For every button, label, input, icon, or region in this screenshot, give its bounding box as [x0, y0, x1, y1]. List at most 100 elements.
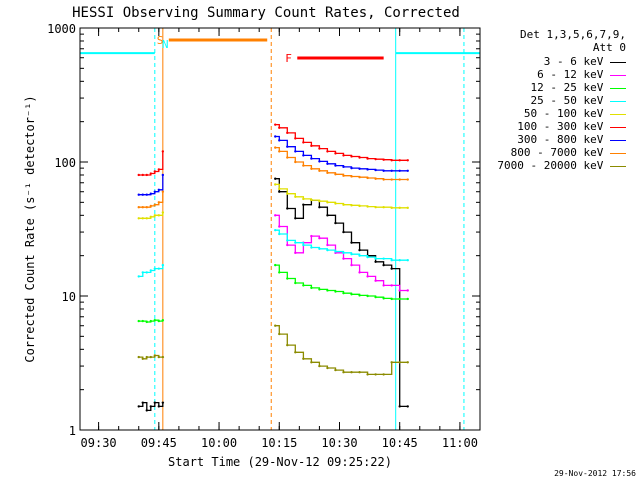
legend-item-25-50-kev: 25 - 50 keV [531, 94, 626, 107]
legend-label: 50 - 100 keV [523, 107, 610, 120]
series-6-12-kev [274, 214, 409, 292]
legend-swatch [610, 152, 626, 154]
series-point-100-300-kev-1-8 [334, 152, 337, 155]
legend-label: 100 - 300 keV [517, 120, 610, 133]
legend-label: 800 - 7000 keV [510, 146, 610, 159]
series-point-3-6-kev-0-2 [145, 409, 148, 412]
series-7000-20000-kev [137, 324, 409, 376]
legend-swatch [610, 165, 626, 167]
series-point-300-800-kev-1-8 [334, 164, 337, 167]
series-point-100-300-kev-1-9 [342, 154, 345, 157]
series-point-800-7000-kev-1-2 [286, 156, 289, 159]
series-point-300-800-kev-0-3 [149, 192, 152, 195]
series-point-800-7000-kev-1-7 [326, 171, 329, 175]
series-point-3-6-kev-0-6 [161, 401, 165, 404]
series-point-7000-20000-kev-1-14 [382, 373, 385, 376]
series-point-50-100-kev-1-14 [382, 205, 385, 209]
chart-title: HESSI Observing Summary Count Rates, Cor… [72, 5, 460, 21]
series-point-3-6-kev-0-1 [141, 401, 144, 404]
legend-item-300-800-kev: 300 - 800 keV [517, 133, 626, 146]
series-point-300-800-kev-1-9 [342, 165, 345, 169]
series-point-100-300-kev-1-2 [286, 131, 289, 135]
series-point-50-100-kev-0-4 [153, 214, 157, 217]
series-50-100-kev [137, 183, 409, 220]
footer-timestamp: 29-Nov-2012 17:56 [554, 469, 636, 478]
series-point-300-800-kev-1-11 [358, 167, 361, 170]
series-point-800-7000-kev-1-1 [278, 150, 281, 153]
series-point-7000-20000-kev-1-3 [294, 351, 297, 354]
series-point-3-6-kev-1-14 [382, 263, 385, 267]
x-tick-label: 09:45 [141, 436, 177, 450]
series-point-100-300-kev-1-17 [406, 159, 409, 162]
series-point-25-50-kev-1-5 [310, 246, 313, 249]
plot-frame [79, 27, 481, 431]
series-point-50-100-kev-0-2 [145, 217, 148, 220]
series-point-50-100-kev-1-12 [366, 205, 369, 208]
legend-item-800-7000-kev: 800 - 7000 keV [511, 146, 626, 159]
series-point-6-12-kev-1-0 [274, 214, 277, 217]
series-point-25-50-kev-0-0 [137, 275, 140, 278]
series-point-7000-20000-kev-1-5 [310, 361, 313, 364]
series-point-7000-20000-kev-1-2 [286, 343, 289, 347]
series-point-7000-20000-kev-1-10 [350, 370, 353, 374]
y-tick-label: 100 [54, 156, 76, 170]
series-point-6-12-kev-1-12 [366, 275, 369, 278]
x-tick-label: 10:00 [201, 436, 237, 450]
series-point-100-300-kev-1-7 [326, 150, 329, 153]
series-point-100-300-kev-0-5 [157, 168, 161, 171]
series-point-800-7000-kev-1-6 [318, 169, 321, 172]
series-point-7000-20000-kev-1-13 [374, 373, 377, 376]
series-point-800-7000-kev-1-13 [374, 177, 377, 180]
series-point-12-25-kev-0-5 [157, 319, 161, 323]
series-point-3-6-kev-1-17 [406, 405, 409, 408]
series-point-7000-20000-kev-0-1 [141, 357, 144, 360]
series-point-3-6-kev-1-4 [302, 203, 305, 206]
series-point-800-7000-kev-1-0 [274, 146, 277, 149]
series-point-3-6-kev-1-10 [350, 241, 353, 244]
series-point-300-800-kev-0-0 [137, 193, 140, 196]
y-tick-label: 1000 [47, 22, 76, 36]
series-point-300-800-kev-1-7 [326, 162, 329, 165]
series-point-300-800-kev-1-6 [318, 160, 321, 163]
series-point-25-50-kev-1-4 [302, 243, 305, 247]
series-point-100-300-kev-1-15 [390, 159, 393, 162]
series-point-100-300-kev-1-16 [398, 159, 401, 162]
series-point-12-25-kev-1-3 [294, 281, 297, 285]
series-point-12-25-kev-1-1 [278, 271, 281, 274]
series-point-6-12-kev-1-1 [278, 225, 281, 228]
vertical-markers [79, 28, 480, 430]
series-point-6-12-kev-1-6 [318, 236, 321, 240]
series-point-50-100-kev-1-17 [406, 206, 409, 210]
series-point-50-100-kev-1-15 [390, 206, 393, 210]
series-point-25-50-kev-1-14 [382, 257, 385, 260]
series-point-300-800-kev-1-12 [366, 168, 369, 171]
series-point-800-7000-kev-1-9 [342, 174, 345, 177]
series-line-300-800-kev-segment-0 [138, 175, 164, 196]
series-point-12-25-kev-1-11 [358, 294, 361, 297]
series-point-50-100-kev-0-5 [157, 214, 161, 217]
series-point-25-50-kev-0-6 [161, 263, 165, 267]
series-point-25-50-kev-1-15 [390, 258, 393, 262]
series-point-25-50-kev-1-3 [294, 241, 297, 244]
series-point-7000-20000-kev-1-12 [366, 373, 369, 376]
series-point-7000-20000-kev-1-17 [406, 361, 409, 364]
series-100-300-kev [137, 123, 409, 177]
series-point-25-50-kev-1-13 [374, 257, 377, 260]
series-point-100-300-kev-0-1 [141, 173, 144, 177]
legend-item-7000-20000-kev: 7000 - 20000 keV [497, 159, 626, 172]
series-point-7000-20000-kev-0-6 [161, 355, 165, 359]
series-point-100-300-kev-1-1 [278, 126, 281, 129]
series-point-800-7000-kev-1-15 [390, 178, 393, 181]
legend-swatch [610, 61, 626, 63]
series-point-800-7000-kev-0-2 [145, 205, 148, 209]
series-point-300-800-kev-1-5 [310, 157, 313, 160]
series-3-6-kev [137, 177, 409, 412]
series-point-300-800-kev-1-3 [294, 150, 297, 153]
series-point-50-100-kev-1-6 [318, 199, 321, 203]
series-point-7000-20000-kev-0-5 [157, 355, 161, 359]
legend-header-line-2: Att 0 [592, 41, 626, 54]
series-point-7000-20000-kev-0-4 [153, 354, 157, 357]
series-point-300-800-kev-0-6 [161, 173, 165, 177]
series-point-3-6-kev-0-0 [137, 405, 140, 408]
legend-swatch [610, 74, 626, 76]
